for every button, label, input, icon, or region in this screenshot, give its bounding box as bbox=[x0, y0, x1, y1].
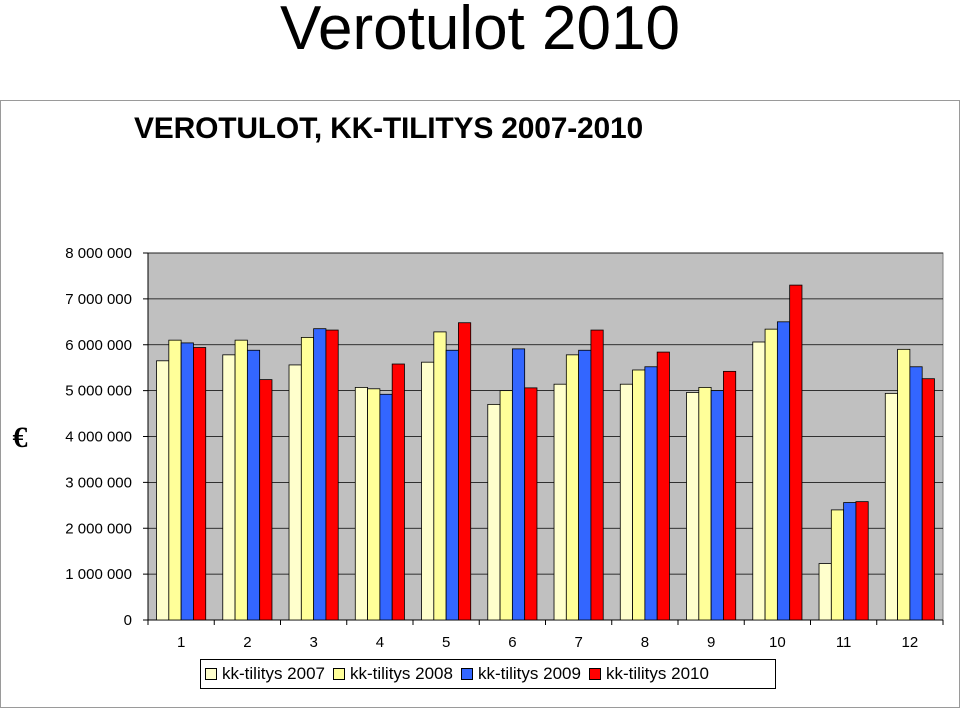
bar bbox=[723, 370, 737, 621]
x-tick-label: 4 bbox=[376, 634, 384, 651]
bar bbox=[553, 383, 567, 621]
legend-item: kk-tilitys 2010 bbox=[588, 664, 709, 684]
legend-swatch bbox=[588, 668, 601, 680]
y-tick-label: 6 000 000 bbox=[65, 337, 132, 354]
y-tick-label: 0 bbox=[124, 612, 132, 629]
bar bbox=[325, 329, 339, 621]
bar bbox=[698, 387, 712, 621]
legend-item: kk-tilitys 2007 bbox=[205, 664, 325, 684]
bar bbox=[511, 348, 526, 621]
x-tick-label: 5 bbox=[442, 634, 450, 651]
bar bbox=[632, 369, 646, 621]
legend-label: kk-tilitys 2007 bbox=[222, 664, 325, 683]
bar bbox=[565, 354, 580, 621]
x-tick-label: 9 bbox=[707, 634, 715, 651]
legend: kk-tilitys 2007 kk-tilitys 2008 kk-tilit… bbox=[200, 659, 776, 689]
bar bbox=[458, 322, 472, 621]
legend-label: kk-tilitys 2010 bbox=[605, 664, 709, 683]
legend-label: kk-tilitys 2008 bbox=[349, 664, 453, 683]
y-tick-label: 4 000 000 bbox=[65, 429, 132, 446]
bar bbox=[156, 360, 170, 621]
bar bbox=[354, 387, 368, 621]
x-tick-label: 6 bbox=[508, 634, 516, 651]
bar bbox=[764, 328, 778, 621]
bar bbox=[288, 364, 302, 621]
y-tick-label: 2 000 000 bbox=[65, 520, 132, 537]
bar bbox=[686, 392, 700, 621]
bar bbox=[710, 390, 724, 621]
bar bbox=[421, 361, 435, 621]
x-tick-label: 12 bbox=[902, 634, 919, 651]
bar bbox=[168, 339, 182, 621]
bar bbox=[818, 563, 832, 621]
bar bbox=[789, 284, 803, 621]
x-tick-label: 8 bbox=[641, 634, 649, 651]
x-tick-label: 10 bbox=[769, 634, 786, 651]
bar bbox=[656, 351, 670, 621]
bar bbox=[433, 331, 447, 621]
y-tick-label: 3 000 000 bbox=[65, 474, 132, 491]
bar bbox=[379, 393, 393, 621]
bar bbox=[855, 501, 869, 621]
bar bbox=[180, 342, 194, 621]
bar bbox=[578, 349, 592, 621]
bar bbox=[193, 347, 207, 621]
y-tick-label: 5 000 000 bbox=[65, 383, 132, 400]
bar bbox=[300, 337, 315, 621]
bar bbox=[524, 387, 538, 621]
bar bbox=[619, 383, 633, 621]
chart-title: VEROTULOT, KK-TILITYS 2007-2010 bbox=[134, 112, 643, 145]
y-tick-label: 8 000 000 bbox=[65, 245, 132, 262]
y-tick-label: 7 000 000 bbox=[65, 291, 132, 308]
x-tick-label: 2 bbox=[243, 634, 251, 651]
y-tick-label: 1 000 000 bbox=[65, 566, 132, 583]
legend-label: kk-tilitys 2009 bbox=[477, 664, 581, 683]
legend-item: kk-tilitys 2008 bbox=[332, 664, 453, 684]
bar bbox=[222, 354, 236, 621]
bar bbox=[234, 339, 248, 621]
bar bbox=[776, 321, 791, 621]
bar bbox=[909, 366, 923, 621]
bar bbox=[499, 390, 513, 621]
page-title: Verotulot 2010 bbox=[280, 0, 680, 63]
bar bbox=[884, 392, 898, 621]
bar bbox=[897, 348, 911, 621]
bar bbox=[246, 349, 261, 621]
bar bbox=[830, 509, 845, 621]
bar bbox=[487, 403, 501, 621]
bar bbox=[590, 329, 604, 621]
legend-item: kk-tilitys 2009 bbox=[460, 664, 581, 684]
x-tick-label: 1 bbox=[177, 634, 185, 651]
legend-swatch bbox=[460, 668, 473, 680]
x-tick-label: 11 bbox=[836, 634, 852, 651]
y-axis-label: € bbox=[13, 421, 28, 454]
bar bbox=[445, 349, 459, 621]
x-tick-label: 7 bbox=[574, 634, 582, 651]
bar bbox=[843, 502, 857, 621]
bar bbox=[391, 363, 405, 621]
legend-swatch bbox=[332, 668, 345, 680]
bar bbox=[367, 388, 381, 621]
x-tick-label: 3 bbox=[309, 634, 317, 651]
bar bbox=[752, 341, 766, 621]
bar bbox=[921, 378, 935, 621]
legend-swatch bbox=[205, 668, 217, 680]
bar bbox=[644, 366, 658, 621]
bar bbox=[259, 379, 273, 621]
bar bbox=[313, 328, 327, 621]
